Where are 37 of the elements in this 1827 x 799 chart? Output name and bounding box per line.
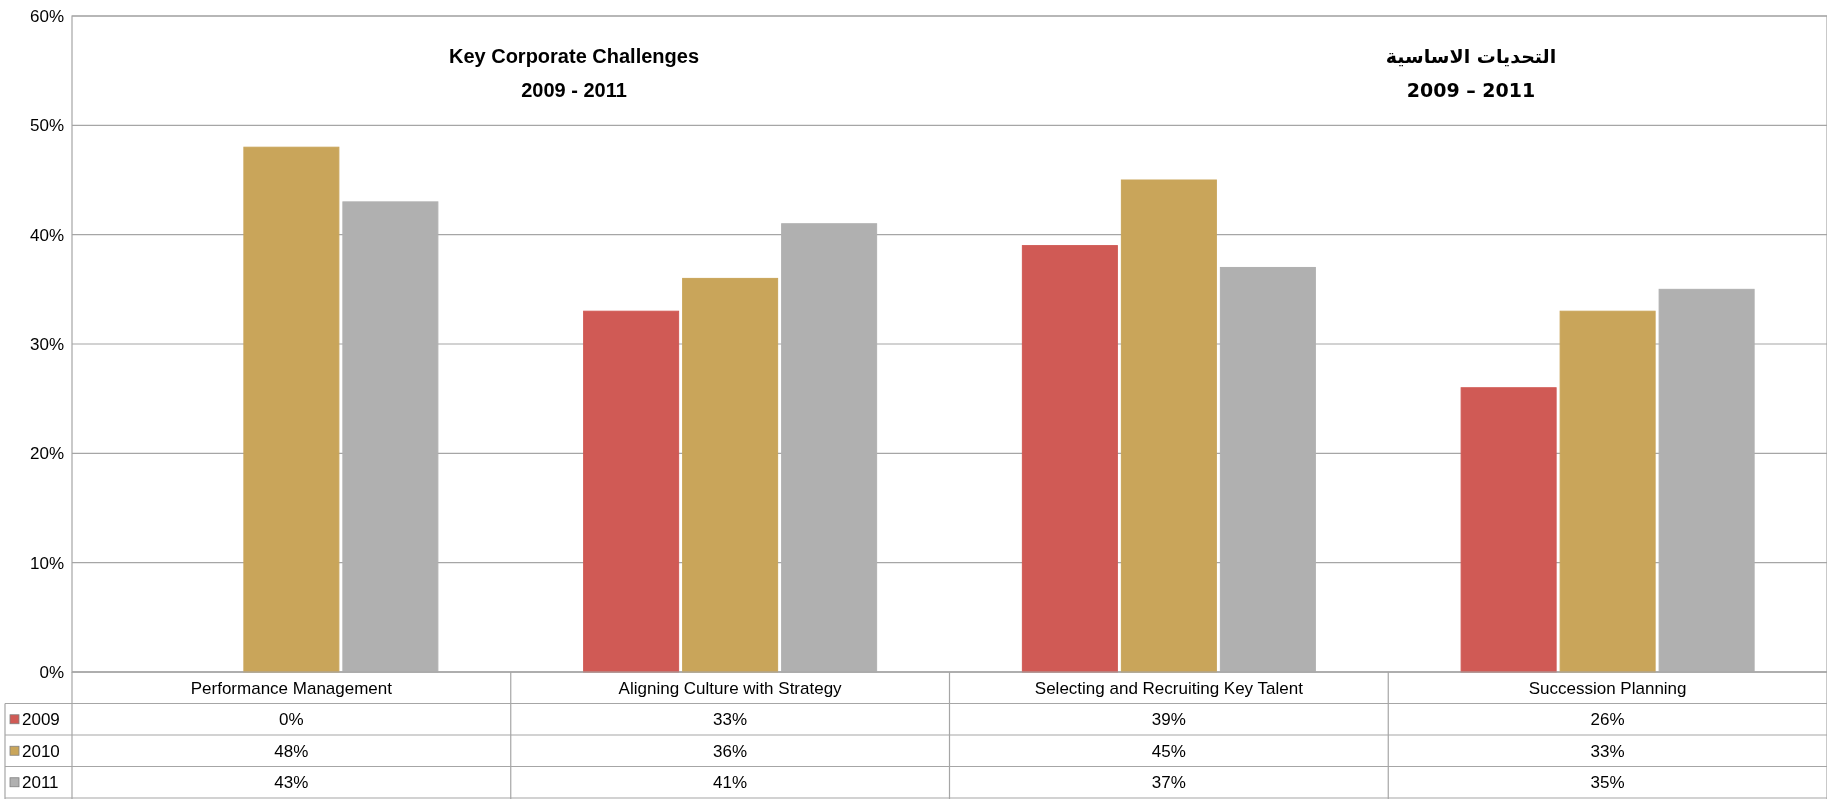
x-tick-label: Selecting and Recruiting Key Talent xyxy=(1034,678,1304,698)
legend-label: 2009 xyxy=(22,710,60,730)
annotation: التحديات الاساسية xyxy=(1385,45,1557,67)
x-tick-label: Succession Planning xyxy=(1528,678,1687,698)
bar xyxy=(1120,179,1217,673)
data-label: 33% xyxy=(1590,741,1625,761)
data-label: 0% xyxy=(279,710,304,730)
annotation: 2009 – 2011 xyxy=(1406,79,1536,101)
bar xyxy=(682,277,779,673)
text: 2009 - 2011 xyxy=(521,79,627,101)
bar xyxy=(583,310,680,673)
data-label: 41% xyxy=(713,773,748,793)
bar xyxy=(1460,387,1557,673)
legend-label: 2010 xyxy=(22,741,60,761)
bar xyxy=(1021,245,1118,673)
y-tick-label: 40% xyxy=(29,225,64,245)
text: Key Corporate Challenges xyxy=(448,45,700,67)
data-label: 45% xyxy=(1151,741,1186,761)
legend-label: 2011 xyxy=(22,773,59,793)
data-label: 39% xyxy=(1151,710,1186,730)
data-label: 48% xyxy=(274,741,309,761)
data-label: 33% xyxy=(713,710,748,730)
y-tick-label: 10% xyxy=(29,553,64,573)
data-label: 26% xyxy=(1590,710,1625,730)
data-label: 43% xyxy=(274,773,309,793)
y-tick-label: 20% xyxy=(29,444,64,464)
data-label: 37% xyxy=(1151,773,1186,793)
x-tick-label: Aligning Culture with Strategy xyxy=(618,678,843,698)
y-tick-label: 0% xyxy=(39,663,64,682)
y-tick-label: 60% xyxy=(29,7,64,26)
data-label: 35% xyxy=(1590,773,1625,793)
x-tick-label: Performance Management xyxy=(190,678,393,698)
y-tick-label: 50% xyxy=(29,116,64,136)
data-label: 36% xyxy=(713,741,748,761)
bar xyxy=(243,146,340,673)
bar xyxy=(1559,310,1656,673)
y-tick-label: 30% xyxy=(29,335,64,354)
